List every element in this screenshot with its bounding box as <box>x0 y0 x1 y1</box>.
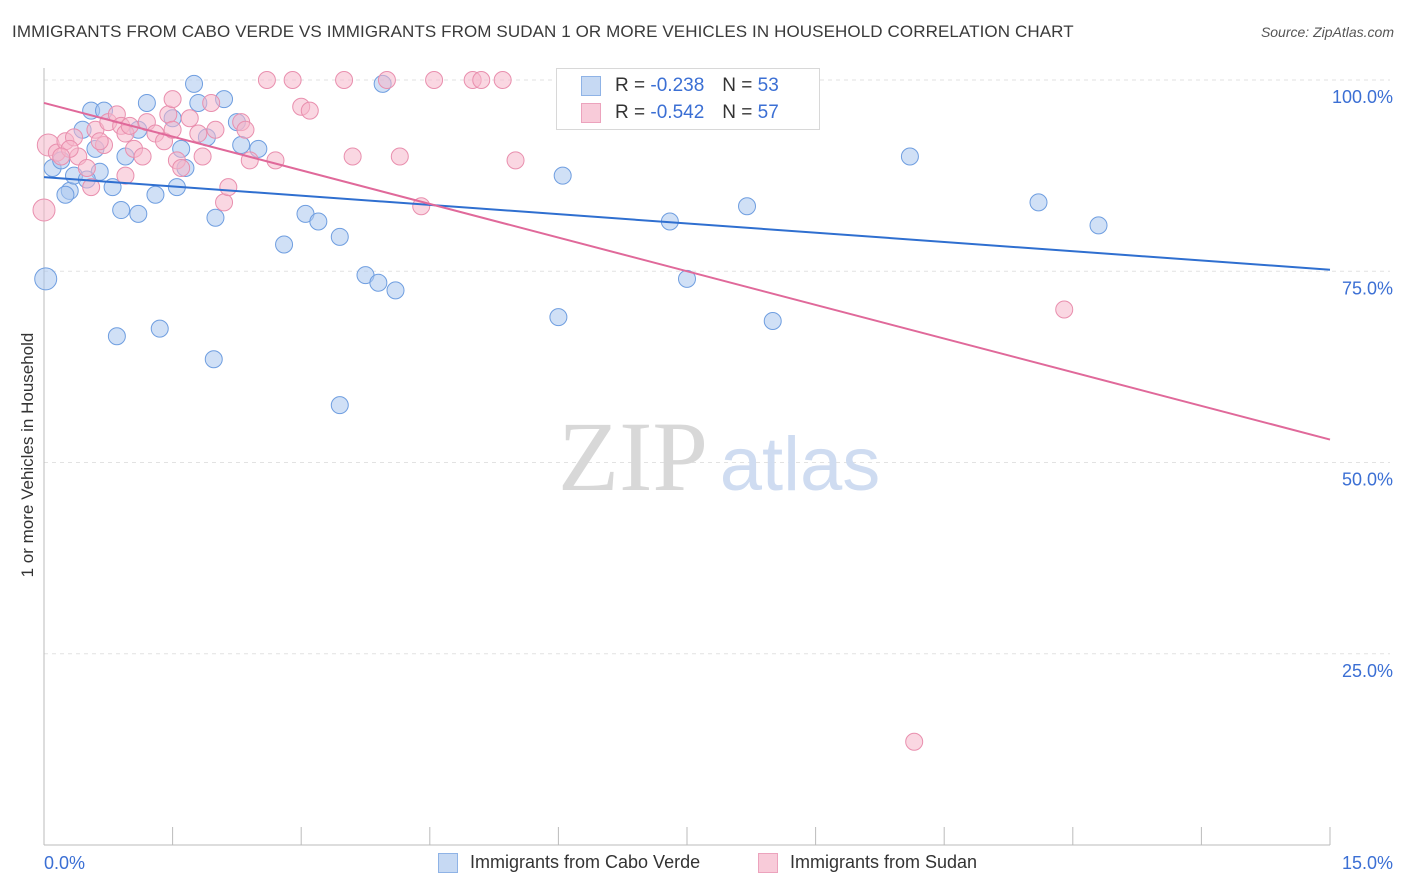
trend-line-cabo-verde <box>43 176 1331 271</box>
point-sudan <box>193 147 212 166</box>
y-tick-label: 50.0% <box>1342 470 1393 490</box>
bottom-legend-swatch-pink <box>758 852 778 873</box>
point-sudan <box>189 124 208 143</box>
legend-r-value: -0.542 <box>650 102 705 123</box>
legend-n-value: 53 <box>757 75 779 96</box>
trend-lines <box>43 101 1331 441</box>
point-sudan <box>266 151 285 170</box>
point-cabo-verde <box>34 267 58 291</box>
legend-row-cabo-verde: R = -0.238 N = 53 <box>581 74 779 98</box>
legend-row-sudan: R = -0.542 N = 57 <box>581 101 779 125</box>
point-cabo-verde <box>206 208 225 227</box>
y-tick-label: 100.0% <box>1332 87 1393 107</box>
bottom-legend-swatch-blue <box>438 852 458 873</box>
legend-n-label: N = <box>722 75 753 96</box>
legend-r-label: R = <box>615 102 646 123</box>
point-sudan <box>206 120 225 139</box>
point-cabo-verde <box>369 273 388 292</box>
point-cabo-verde <box>56 185 75 204</box>
legend-n-label: N = <box>722 102 753 123</box>
point-sudan <box>257 71 276 89</box>
point-sudan <box>180 109 199 128</box>
point-cabo-verde <box>204 350 223 369</box>
tick-labels: 25.0% 50.0% 75.0% 100.0% 0.0% 15.0% <box>44 87 1393 873</box>
point-sudan <box>283 71 302 89</box>
point-sudan <box>77 158 96 177</box>
point-cabo-verde <box>900 147 919 166</box>
data-points <box>32 71 1108 751</box>
legend-n-value: 57 <box>757 102 779 123</box>
bottom-legend-cabo-verde: Immigrants from Cabo Verde <box>438 852 700 873</box>
legend-r-value: -0.238 <box>650 75 705 96</box>
point-sudan <box>493 71 512 89</box>
point-sudan <box>163 90 182 109</box>
point-sudan <box>52 147 71 166</box>
source-label: Source: ZipAtlas.com <box>1260 24 1394 40</box>
point-sudan <box>377 71 396 89</box>
point-sudan <box>390 147 409 166</box>
point-sudan <box>472 71 491 89</box>
point-sudan <box>133 147 152 166</box>
point-sudan <box>159 105 178 124</box>
y-axis-label: 1 or more Vehicles in Household <box>18 332 37 578</box>
point-sudan <box>163 120 182 139</box>
point-cabo-verde <box>146 185 165 204</box>
point-cabo-verde <box>549 308 568 327</box>
point-cabo-verde <box>763 311 782 330</box>
point-sudan <box>219 178 238 197</box>
point-sudan <box>172 158 191 177</box>
point-cabo-verde <box>330 396 349 415</box>
point-cabo-verde <box>275 235 294 254</box>
watermark-zip: ZIP <box>558 401 708 512</box>
correlation-legend: R = -0.238 N = 53 R = -0.542 N = 57 <box>556 68 820 130</box>
point-sudan <box>202 93 221 112</box>
point-cabo-verde <box>112 201 131 220</box>
point-sudan <box>425 71 444 89</box>
legend-r-label: R = <box>615 75 646 96</box>
point-cabo-verde <box>137 93 156 112</box>
y-tick-label: 75.0% <box>1342 278 1393 298</box>
point-sudan <box>32 198 56 222</box>
point-cabo-verde <box>1089 216 1108 235</box>
x-tick-label: 0.0% <box>44 853 85 873</box>
bottom-legend-label: Immigrants from Cabo Verde <box>470 852 701 872</box>
point-sudan <box>82 178 101 197</box>
point-sudan <box>1055 300 1074 319</box>
point-sudan <box>506 151 525 170</box>
point-cabo-verde <box>738 197 757 216</box>
point-sudan <box>116 166 135 185</box>
point-cabo-verde <box>232 136 251 155</box>
bottom-legend-label: Immigrants from Sudan <box>790 852 978 872</box>
point-cabo-verde <box>129 204 148 223</box>
point-sudan <box>343 147 362 166</box>
bottom-legend-sudan: Immigrants from Sudan <box>758 852 977 873</box>
point-sudan <box>300 101 319 120</box>
trend-line-sudan <box>43 101 1331 441</box>
x-tick-label: 15.0% <box>1342 853 1393 873</box>
point-cabo-verde <box>150 319 169 338</box>
point-cabo-verde <box>330 227 349 246</box>
point-sudan <box>90 132 109 151</box>
point-sudan <box>236 120 255 139</box>
point-cabo-verde <box>309 212 328 231</box>
legend-swatch-blue <box>581 76 601 96</box>
point-cabo-verde <box>185 74 204 93</box>
chart-title: IMMIGRANTS FROM CABO VERDE VS IMMIGRANTS… <box>12 22 1074 41</box>
point-cabo-verde <box>553 166 572 185</box>
y-tick-label: 25.0% <box>1342 661 1393 681</box>
point-sudan <box>215 193 234 212</box>
axes <box>43 68 1331 846</box>
point-sudan <box>905 732 924 751</box>
legend-swatch-pink <box>581 103 601 123</box>
point-cabo-verde <box>107 327 126 346</box>
watermark-atlas: atlas <box>720 422 881 507</box>
point-cabo-verde <box>386 281 405 300</box>
point-cabo-verde <box>1029 193 1048 212</box>
point-sudan <box>335 71 354 89</box>
